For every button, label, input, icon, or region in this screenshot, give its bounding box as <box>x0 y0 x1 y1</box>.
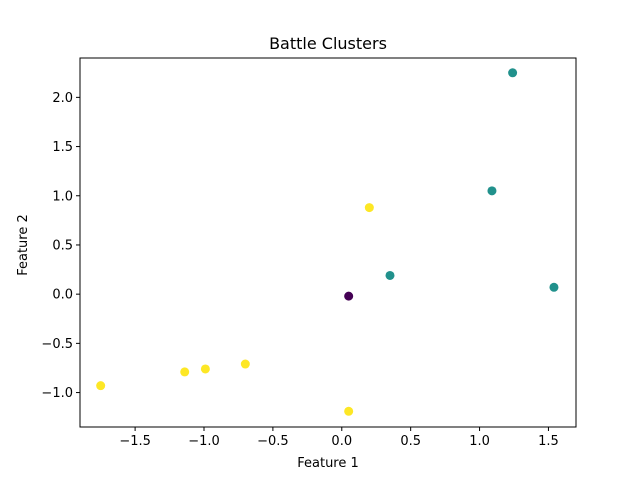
data-point <box>549 282 559 292</box>
x-axis-label: Feature 1 <box>297 456 359 471</box>
x-tick-label: −1.5 <box>119 434 151 449</box>
y-tick-label: 0.0 <box>52 288 73 303</box>
data-point <box>344 291 354 301</box>
y-tick-label: 0.5 <box>52 238 73 253</box>
x-tick-label: 1.5 <box>538 434 559 449</box>
data-point <box>385 270 395 280</box>
data-point <box>508 68 518 78</box>
x-tick-label: −0.5 <box>257 434 289 449</box>
data-point <box>364 203 374 213</box>
data-point <box>240 359 250 369</box>
data-point <box>344 406 354 416</box>
y-tick-label: 1.5 <box>52 140 73 155</box>
data-point <box>200 364 210 374</box>
chart-title: Battle Clusters <box>269 34 387 53</box>
x-axis-ticks: −1.5 −1.0 −0.5 0.0 0.5 1.0 1.5 <box>119 427 559 449</box>
x-tick-label: 1.0 <box>469 434 490 449</box>
x-tick-label: 0.0 <box>331 434 352 449</box>
plot-frame <box>79 57 577 428</box>
data-point <box>96 381 106 391</box>
x-tick-label: 0.5 <box>400 434 421 449</box>
data-point <box>180 367 190 377</box>
y-axis-label: Feature 2 <box>16 214 31 276</box>
data-points <box>96 68 559 416</box>
y-tick-label: 1.0 <box>52 189 73 204</box>
y-tick-label: −0.5 <box>41 337 73 352</box>
y-axis-ticks: −1.0 −0.5 0.0 0.5 1.0 1.5 2.0 <box>41 91 80 401</box>
y-tick-label: 2.0 <box>52 91 73 106</box>
data-point <box>487 186 497 196</box>
x-tick-label: −1.0 <box>188 434 220 449</box>
y-tick-label: −1.0 <box>41 386 73 401</box>
